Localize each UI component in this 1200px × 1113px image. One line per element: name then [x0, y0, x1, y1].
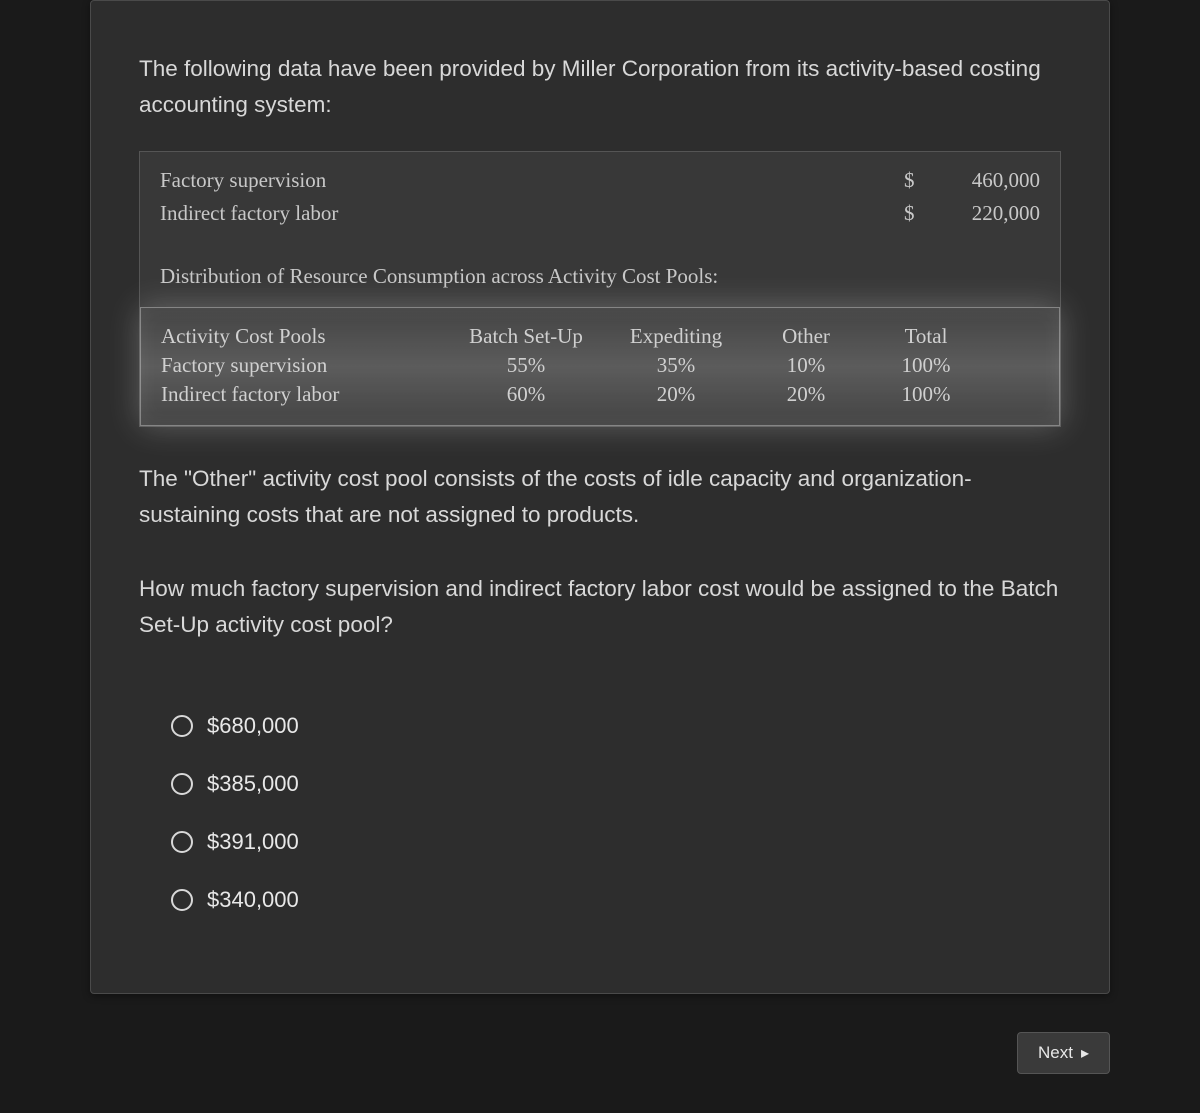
answer-option-3[interactable]: $391,000 — [171, 829, 1061, 855]
next-label: Next — [1038, 1043, 1073, 1063]
table-row: Factory supervision 55% 35% 10% 100% — [161, 351, 1039, 380]
answer-option-4[interactable]: $340,000 — [171, 887, 1061, 913]
radio-icon — [171, 889, 193, 911]
table-header: Batch Set-Up — [451, 324, 601, 349]
radio-icon — [171, 773, 193, 795]
currency-symbol: $ — [904, 201, 922, 226]
cost-label: Indirect factory labor — [160, 201, 338, 226]
table-row: Indirect factory labor 60% 20% 20% 100% — [161, 380, 1039, 409]
chevron-right-icon: ▸ — [1081, 1043, 1089, 1063]
cell-value: 100% — [871, 353, 981, 378]
option-label: $391,000 — [207, 829, 299, 855]
cell-value: 20% — [751, 382, 861, 407]
cell-value: 100% — [871, 382, 981, 407]
table-header: Activity Cost Pools — [161, 324, 441, 349]
row-label: Factory supervision — [161, 353, 441, 378]
cost-row: Factory supervision $ 460,000 — [140, 164, 1060, 197]
cell-value: 20% — [611, 382, 741, 407]
table-header: Total — [871, 324, 981, 349]
cell-value: 10% — [751, 353, 861, 378]
note-text: The "Other" activity cost pool consists … — [139, 461, 1061, 533]
currency-symbol: $ — [904, 168, 922, 193]
answer-option-1[interactable]: $680,000 — [171, 713, 1061, 739]
question-card: The following data have been provided by… — [90, 0, 1110, 994]
table-header: Other — [751, 324, 861, 349]
question-content: The following data have been provided by… — [91, 1, 1109, 993]
table-header: Expediting — [611, 324, 741, 349]
distribution-heading: Distribution of Resource Consumption acr… — [140, 246, 1060, 307]
option-label: $385,000 — [207, 771, 299, 797]
highlighted-table-section: Activity Cost Pools Batch Set-Up Expedit… — [140, 307, 1060, 426]
cell-value: 55% — [451, 353, 601, 378]
nav-area: Next ▸ — [90, 1024, 1110, 1074]
cost-value: 460,000 — [940, 168, 1040, 193]
row-label: Indirect factory labor — [161, 382, 441, 407]
answer-option-2[interactable]: $385,000 — [171, 771, 1061, 797]
cost-amount: $ 220,000 — [904, 201, 1040, 226]
option-label: $680,000 — [207, 713, 299, 739]
next-button[interactable]: Next ▸ — [1017, 1032, 1110, 1074]
cost-label: Factory supervision — [160, 168, 326, 193]
table-header-row: Activity Cost Pools Batch Set-Up Expedit… — [161, 322, 1039, 351]
radio-icon — [171, 831, 193, 853]
data-table: Factory supervision $ 460,000 Indirect f… — [139, 151, 1061, 427]
distribution-table: Activity Cost Pools Batch Set-Up Expedit… — [141, 322, 1059, 409]
option-label: $340,000 — [207, 887, 299, 913]
cost-amount: $ 460,000 — [904, 168, 1040, 193]
cell-value: 35% — [611, 353, 741, 378]
radio-icon — [171, 715, 193, 737]
cost-row: Indirect factory labor $ 220,000 — [140, 197, 1060, 230]
answer-options: $680,000 $385,000 $391,000 $340,000 — [139, 713, 1061, 913]
cost-section: Factory supervision $ 460,000 Indirect f… — [140, 152, 1060, 246]
intro-text: The following data have been provided by… — [139, 51, 1061, 123]
cost-value: 220,000 — [940, 201, 1040, 226]
cell-value: 60% — [451, 382, 601, 407]
question-prompt: How much factory supervision and indirec… — [139, 571, 1061, 643]
